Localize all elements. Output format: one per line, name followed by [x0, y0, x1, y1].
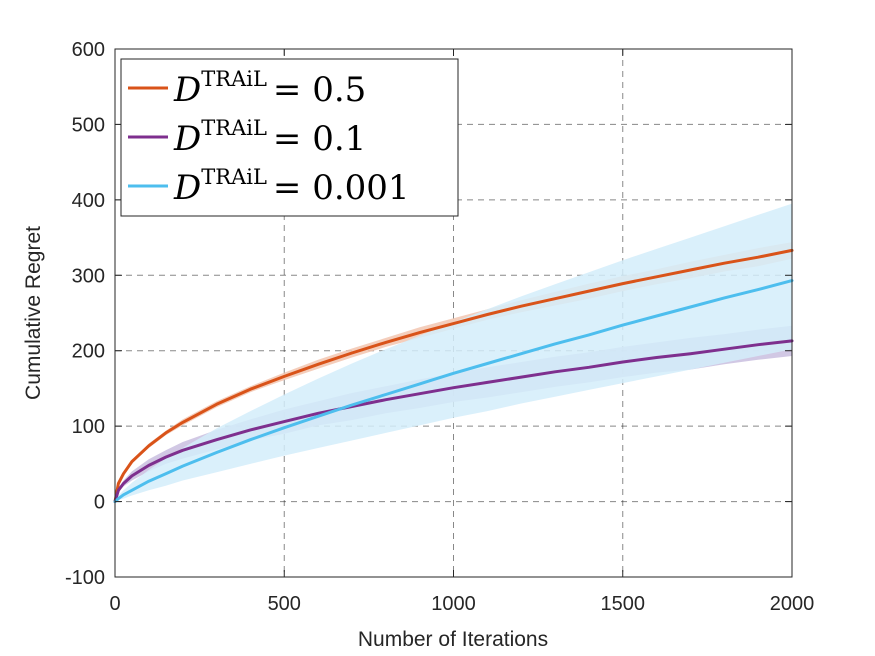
- D_TRAiL_0.5-legend-label: DTRAiL = 0.5: [173, 67, 366, 110]
- legend-superscript: TRAiL: [201, 165, 267, 189]
- y-tick-label: -100: [65, 567, 105, 589]
- y-tick-label: 0: [94, 492, 105, 514]
- x-tick-label: 1500: [601, 593, 646, 615]
- y-tick-label: 500: [72, 114, 105, 136]
- D_TRAiL_0.1-line: [113, 339, 794, 504]
- y-tick-label: 100: [72, 416, 105, 438]
- legend-symbol: D: [173, 70, 201, 110]
- legend-value: = 0.001: [273, 168, 410, 208]
- D_TRAiL_0.001-legend-label: DTRAiL = 0.001: [173, 165, 410, 208]
- legend-symbol: D: [173, 168, 201, 208]
- x-tick-label: 0: [109, 593, 120, 615]
- y-tick-label: 600: [72, 39, 105, 61]
- legend-superscript: TRAiL: [201, 67, 267, 91]
- x-tick-label: 2000: [770, 593, 815, 615]
- legend-value: = 0.5: [273, 70, 366, 110]
- legend-box: [120, 58, 459, 217]
- D_TRAiL_0.001-line: [113, 279, 794, 504]
- y-axis-title: Cumulative Regret: [22, 226, 45, 400]
- legend-superscript: TRAiL: [201, 116, 267, 140]
- legend-value: = 0.1: [273, 119, 366, 159]
- D_TRAiL_0.1-legend-label: DTRAiL = 0.1: [173, 116, 366, 159]
- y-tick-label: 200: [72, 341, 105, 363]
- series-lines: [113, 248, 794, 504]
- x-tick-label: 1000: [431, 593, 476, 615]
- legend-symbol: D: [173, 119, 201, 159]
- y-tick-label: 400: [72, 190, 105, 212]
- x-axis-title: Number of Iterations: [358, 628, 548, 651]
- D_TRAiL_0.5-line: [113, 248, 794, 504]
- y-tick-label: 300: [72, 265, 105, 287]
- x-tick-label: 500: [268, 593, 301, 615]
